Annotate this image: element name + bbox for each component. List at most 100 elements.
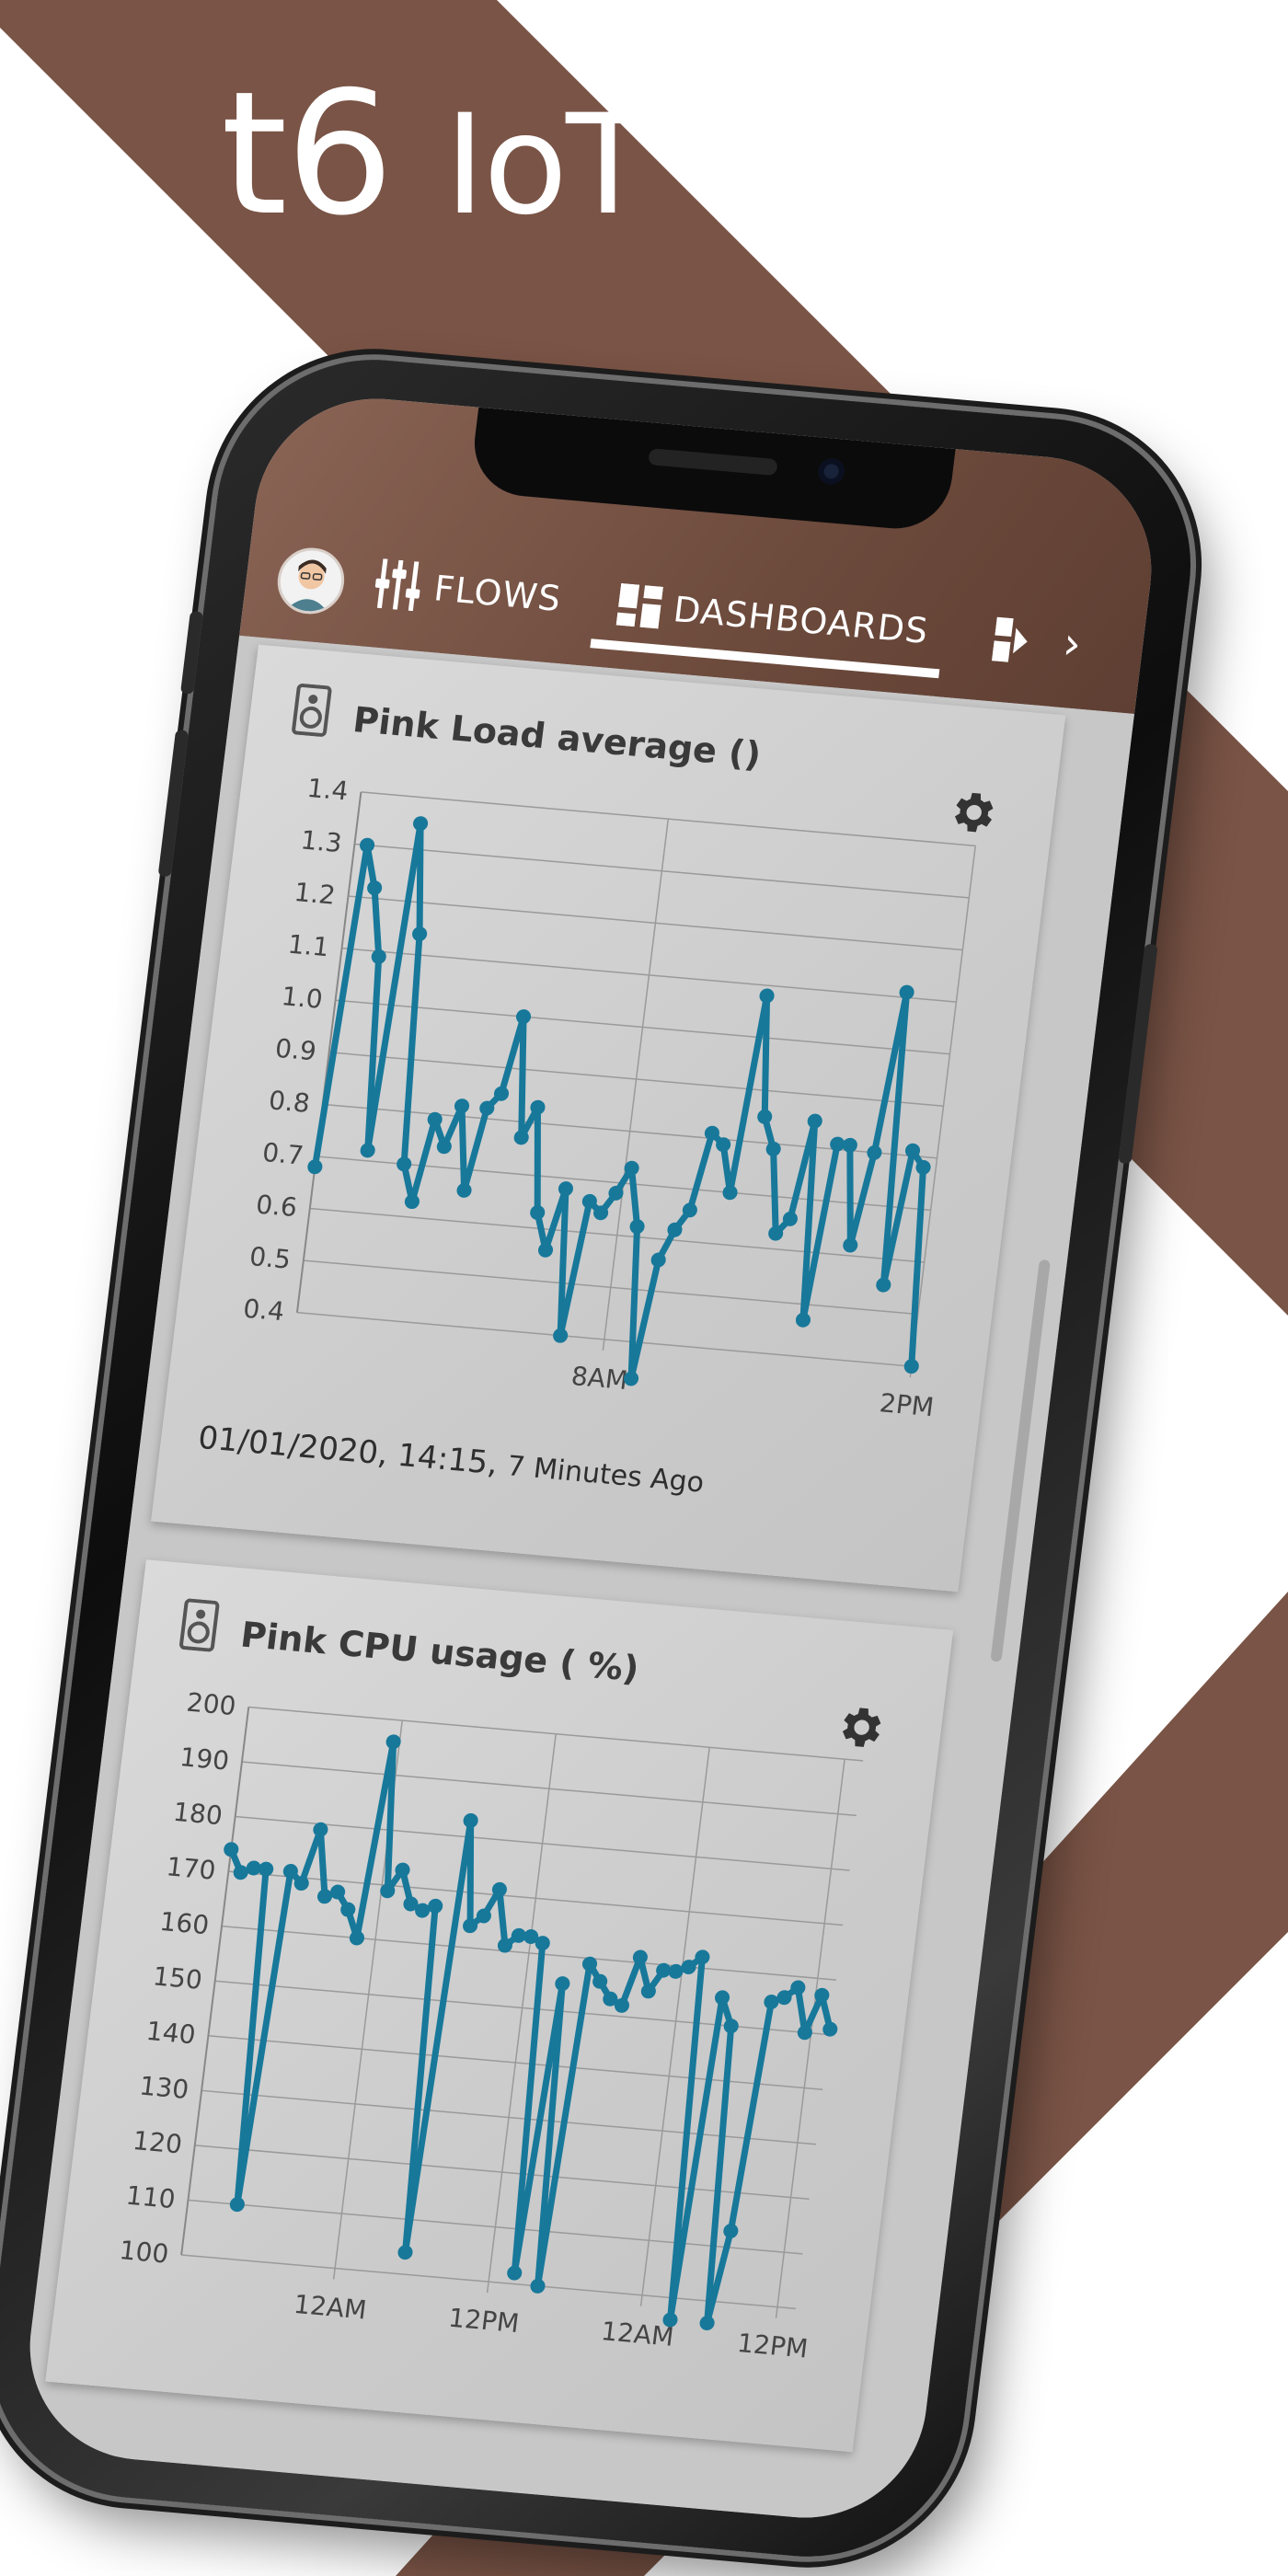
widget-card-load-average: Pink Load average () 1.4 1.3 1.2 1.1 1.0 0.9 0…: [151, 644, 1066, 1593]
data-point: [371, 949, 386, 964]
data-point: [513, 1130, 529, 1145]
data-point: [530, 1099, 546, 1115]
data-point: [385, 1734, 401, 1750]
gridline-x: [602, 819, 670, 1351]
data-point: [776, 1990, 792, 2006]
data-point: [553, 1328, 569, 1343]
x-tick-label: 12AM: [293, 2289, 369, 2326]
speaker: [648, 448, 778, 477]
data-point: [682, 1202, 697, 1218]
brand-name: t6: [221, 54, 394, 253]
data-point: [307, 1159, 323, 1175]
data-point: [668, 1963, 684, 1979]
data-point: [757, 1109, 773, 1124]
y-tick-label: 110: [124, 2180, 177, 2214]
speaker-device-icon: [179, 1598, 220, 1652]
data-point: [340, 1902, 356, 1917]
data-point: [614, 1997, 629, 2013]
y-tick-label: 0.8: [267, 1085, 311, 1119]
data-point: [397, 2245, 413, 2260]
data-point: [436, 1139, 452, 1155]
y-tick-label: 1.0: [280, 981, 324, 1015]
data-point: [714, 1990, 730, 2006]
y-tick-label: 0.7: [260, 1137, 305, 1171]
phone-mockup: FLOWS DASHBOARDS ›: [0, 347, 1208, 2570]
data-point: [479, 1100, 495, 1116]
data-point: [867, 1144, 882, 1160]
data-point: [293, 1876, 309, 1892]
data-point: [764, 1995, 779, 2009]
y-tick-label: 0.6: [254, 1190, 298, 1224]
tab-flows-label: FLOWS: [431, 568, 564, 620]
data-point: [246, 1860, 261, 1876]
y-tick-label: 1.4: [305, 773, 350, 807]
y-tick-label: 140: [144, 2016, 197, 2050]
data-point: [699, 2316, 715, 2331]
dashboard-content: Pink Load average () 1.4 1.3 1.2 1.1 1.0 0.9 0…: [17, 635, 1135, 2528]
card-title: Pink CPU usage ( %): [179, 1598, 641, 1690]
data-point: [723, 2018, 739, 2034]
data-point: [629, 1219, 645, 1235]
data-point: [558, 1181, 573, 1197]
gear-icon[interactable]: [943, 785, 1001, 840]
data-point: [380, 1883, 396, 1899]
data-point: [667, 1222, 683, 1237]
data-point: [790, 1980, 806, 1995]
data-point: [807, 1113, 822, 1129]
data-point: [535, 1936, 550, 1951]
widget-card-cpu-usage: Pink CPU usage ( %) 200 190 180 170 160 150 14…: [45, 1559, 954, 2453]
data-point: [523, 1929, 539, 1944]
data-point: [656, 1962, 672, 1978]
y-tick-label: 180: [171, 1797, 224, 1831]
data-point: [899, 984, 914, 1000]
data-point: [476, 1908, 491, 1924]
data-point: [830, 1136, 845, 1152]
data-point: [662, 2312, 678, 2328]
load-average-chart: 1.4 1.3 1.2 1.1 1.0 0.9 0.8 0.7 0.6 0.5 0.4 8AM 2PM: [242, 773, 976, 1422]
data-point: [413, 816, 429, 832]
data-point: [349, 1930, 364, 1946]
data-point: [282, 1864, 298, 1879]
data-point: [507, 2265, 523, 2281]
app-bar: FLOWS DASHBOARDS ›: [239, 388, 1165, 714]
snippet-icon[interactable]: [991, 616, 1030, 664]
gear-icon[interactable]: [831, 1699, 889, 1754]
data-point: [608, 1185, 624, 1201]
y-tick-label: 1.1: [286, 929, 330, 963]
x-tick-label: 8AM: [569, 1361, 629, 1396]
card-title: Pink Load average (): [292, 684, 764, 776]
data-point: [581, 1193, 597, 1209]
brand-logo: t6 IoT: [221, 69, 650, 239]
data-point: [360, 1143, 375, 1158]
x-tick-label: 12AM: [600, 2316, 676, 2352]
tab-flows[interactable]: FLOWS: [373, 556, 565, 627]
data-point: [640, 1984, 656, 1999]
avatar[interactable]: [273, 545, 349, 617]
gridline-x: [775, 1759, 845, 2318]
y-tick-label: 130: [138, 2071, 190, 2105]
data-point: [233, 1865, 248, 1880]
data-point: [530, 2278, 546, 2294]
y-tick-label: 100: [118, 2235, 170, 2269]
data-point: [313, 1822, 328, 1837]
tab-dashboards[interactable]: DASHBOARDS: [615, 577, 932, 659]
data-point: [723, 2224, 739, 2238]
data-point: [876, 1277, 891, 1293]
data-point: [456, 1182, 472, 1198]
data-point: [624, 1371, 639, 1386]
data-point: [555, 1976, 570, 1992]
card-title-text: Pink CPU usage ( %): [238, 1614, 641, 1690]
x-tick-label: 12PM: [736, 2328, 810, 2363]
data-point: [768, 1225, 784, 1241]
data-point: [454, 1098, 470, 1114]
data-point: [404, 1194, 420, 1210]
data-point: [403, 1896, 419, 1912]
y-tick-label: 200: [185, 1687, 237, 1721]
data-point: [224, 1842, 239, 1857]
nav-tabs: FLOWS DASHBOARDS ›: [242, 535, 1147, 696]
data-point: [497, 1938, 513, 1953]
chevron-right-icon[interactable]: ›: [1060, 617, 1085, 671]
y-tick-label: 150: [151, 1961, 203, 1995]
y-tick-label: 1.3: [299, 825, 343, 859]
data-point: [722, 1185, 738, 1201]
